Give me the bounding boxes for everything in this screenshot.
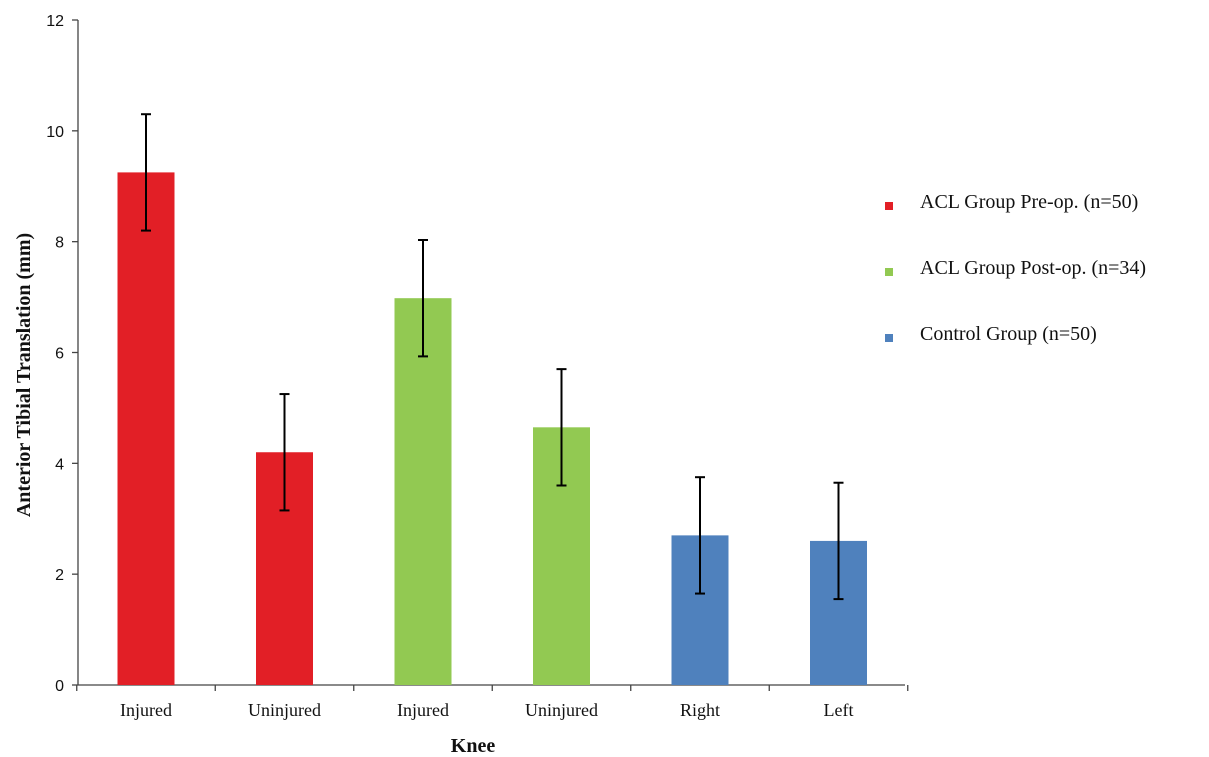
legend-label: Control Group (n=50) <box>920 323 1097 345</box>
x-tick-label: Left <box>824 700 854 720</box>
y-tick-label: 2 <box>55 567 64 584</box>
y-tick-label: 4 <box>55 456 64 473</box>
legend-swatch <box>885 268 893 276</box>
x-axis: Injured Uninjured Injured Uninjured Right Lef… <box>77 685 908 720</box>
x-tick-label: Injured <box>397 700 449 720</box>
legend: ACL Group Pre-op. (n=50) ACL Group Post-o… <box>885 191 1146 345</box>
x-tick-label: Injured <box>120 700 172 720</box>
x-tick-label: Right <box>680 700 720 720</box>
legend-label: ACL Group Pre-op. (n=50) <box>920 191 1138 213</box>
y-tick-label: 6 <box>55 346 64 363</box>
x-tick-label: Uninjured <box>525 700 598 720</box>
x-tick-label: Uninjured <box>248 700 321 720</box>
bar <box>118 172 175 685</box>
error-bars <box>141 114 844 599</box>
x-axis-title: Knee <box>451 735 496 757</box>
y-tick-label: 12 <box>46 13 64 30</box>
legend-item: ACL Group Pre-op. (n=50) <box>885 191 1138 213</box>
y-tick-label: 0 <box>55 678 64 695</box>
y-tick-label: 8 <box>55 235 64 252</box>
legend-item: Control Group (n=50) <box>885 323 1097 345</box>
y-axis-title: Anterior Tibial Translation (mm) <box>13 233 35 517</box>
bars <box>118 172 868 685</box>
legend-swatch <box>885 334 893 342</box>
legend-swatch <box>885 202 893 210</box>
legend-item: ACL Group Post-op. (n=34) <box>885 257 1146 279</box>
y-tick-label: 10 <box>46 124 64 141</box>
legend-label: ACL Group Post-op. (n=34) <box>920 257 1146 279</box>
y-axis: 0 2 4 6 8 10 12 <box>46 13 78 695</box>
